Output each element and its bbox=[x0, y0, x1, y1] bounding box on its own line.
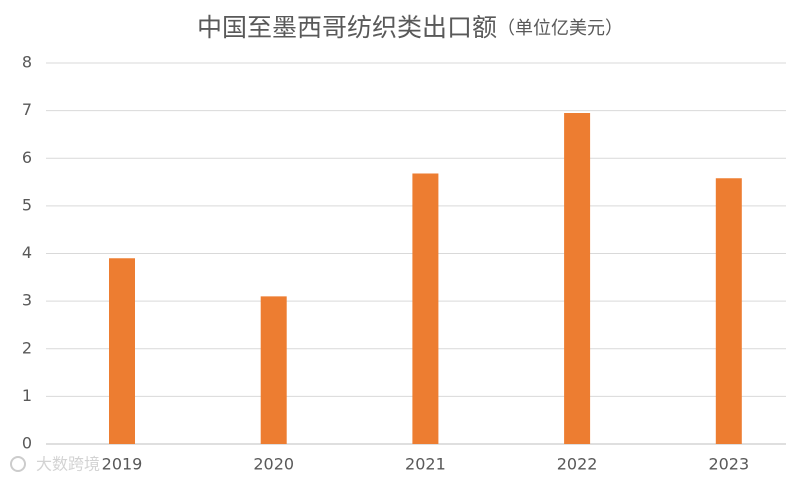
y-tick-label: 7 bbox=[22, 100, 32, 119]
bar bbox=[715, 178, 742, 444]
y-tick-label: 1 bbox=[22, 386, 32, 405]
y-tick-label: 5 bbox=[22, 195, 32, 214]
y-tick-label: 4 bbox=[22, 243, 32, 262]
bar bbox=[412, 173, 439, 445]
y-tick-label: 3 bbox=[22, 291, 32, 310]
x-tick-label: 2021 bbox=[405, 455, 446, 474]
y-tick-label: 2 bbox=[22, 338, 32, 357]
y-tick-label: 0 bbox=[22, 434, 32, 453]
watermark: 大数跨境 bbox=[36, 455, 100, 474]
title-unit: （单位亿美元） bbox=[497, 18, 623, 39]
x-tick-label: 2023 bbox=[708, 455, 749, 474]
x-tick-label: 2019 bbox=[102, 455, 143, 474]
x-tick-label: 2022 bbox=[557, 455, 598, 474]
watermark-logo bbox=[10, 456, 26, 472]
bar bbox=[564, 113, 591, 444]
bar bbox=[109, 258, 135, 444]
bar bbox=[260, 296, 287, 444]
y-tick-label: 8 bbox=[22, 53, 32, 72]
chart-title: 中国至墨西哥纺织类出口额（单位亿美元） bbox=[197, 13, 623, 42]
y-tick-label: 6 bbox=[22, 148, 32, 167]
title-main: 中国至墨西哥纺织类出口额 bbox=[197, 13, 497, 42]
x-tick-label: 2020 bbox=[253, 455, 294, 474]
